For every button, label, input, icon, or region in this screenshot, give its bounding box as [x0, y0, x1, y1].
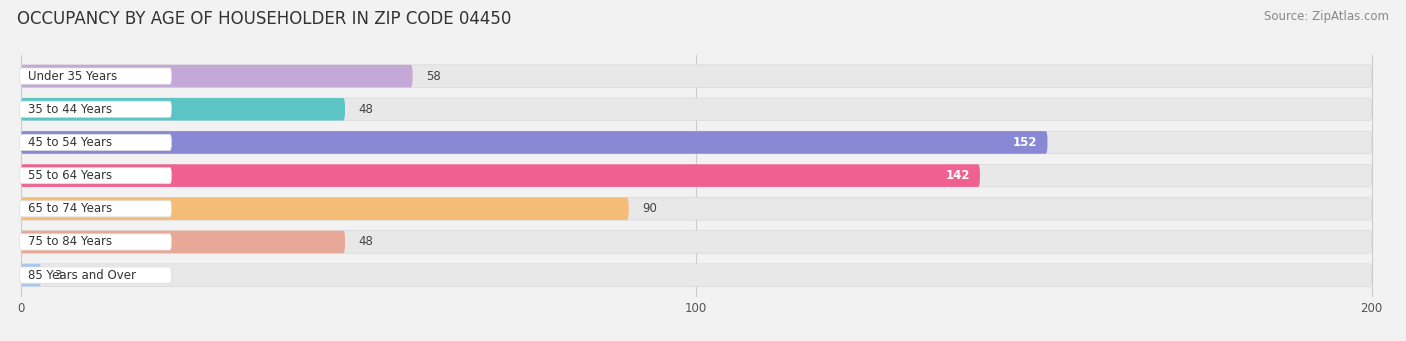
- FancyBboxPatch shape: [21, 98, 344, 121]
- Text: 48: 48: [359, 103, 374, 116]
- FancyBboxPatch shape: [20, 167, 172, 184]
- FancyBboxPatch shape: [21, 164, 980, 187]
- Text: 35 to 44 Years: 35 to 44 Years: [28, 103, 111, 116]
- Text: 48: 48: [359, 235, 374, 249]
- Text: 90: 90: [643, 202, 657, 215]
- FancyBboxPatch shape: [21, 65, 1372, 87]
- FancyBboxPatch shape: [20, 201, 172, 217]
- Text: 45 to 54 Years: 45 to 54 Years: [28, 136, 111, 149]
- FancyBboxPatch shape: [21, 231, 1372, 253]
- FancyBboxPatch shape: [21, 131, 1047, 154]
- Text: OCCUPANCY BY AGE OF HOUSEHOLDER IN ZIP CODE 04450: OCCUPANCY BY AGE OF HOUSEHOLDER IN ZIP C…: [17, 10, 512, 28]
- FancyBboxPatch shape: [20, 68, 172, 84]
- Text: 55 to 64 Years: 55 to 64 Years: [28, 169, 111, 182]
- FancyBboxPatch shape: [21, 65, 412, 87]
- FancyBboxPatch shape: [20, 134, 172, 151]
- Text: 3: 3: [55, 269, 62, 282]
- Text: 142: 142: [945, 169, 970, 182]
- Text: 85 Years and Over: 85 Years and Over: [28, 269, 135, 282]
- FancyBboxPatch shape: [20, 267, 172, 283]
- Text: 75 to 84 Years: 75 to 84 Years: [28, 235, 111, 249]
- FancyBboxPatch shape: [20, 101, 172, 117]
- FancyBboxPatch shape: [21, 197, 1372, 220]
- Text: 65 to 74 Years: 65 to 74 Years: [28, 202, 112, 215]
- FancyBboxPatch shape: [21, 231, 344, 253]
- Text: 58: 58: [426, 70, 441, 83]
- FancyBboxPatch shape: [21, 197, 628, 220]
- FancyBboxPatch shape: [21, 98, 1372, 121]
- FancyBboxPatch shape: [21, 264, 41, 286]
- FancyBboxPatch shape: [21, 164, 1372, 187]
- FancyBboxPatch shape: [20, 234, 172, 250]
- FancyBboxPatch shape: [21, 131, 1372, 154]
- Text: Source: ZipAtlas.com: Source: ZipAtlas.com: [1264, 10, 1389, 23]
- Text: Under 35 Years: Under 35 Years: [28, 70, 117, 83]
- Text: 152: 152: [1012, 136, 1038, 149]
- FancyBboxPatch shape: [21, 264, 1372, 286]
